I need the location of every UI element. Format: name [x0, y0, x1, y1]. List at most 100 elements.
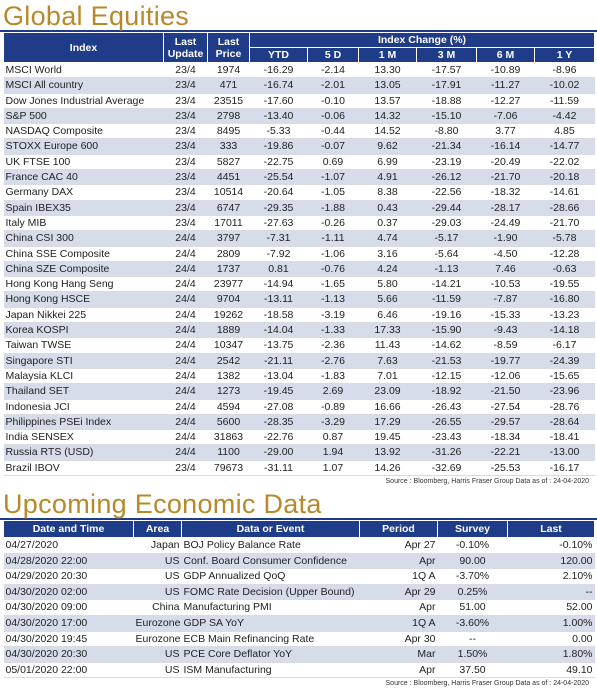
- change-6m-cell: -10.89: [476, 62, 535, 79]
- index-name-cell: Germany DAX: [3, 184, 164, 201]
- change-6m-cell: -4.50: [476, 246, 535, 262]
- last-price-cell: 19262: [207, 307, 250, 324]
- last-price-cell: 23977: [207, 276, 250, 293]
- change-6m-cell: -12.06: [476, 368, 535, 385]
- change-6m-cell: 7.46: [476, 261, 535, 278]
- change-6m-cell: -21.50: [476, 383, 535, 400]
- table-row: MSCI All country 23/4 471 -16.74 -2.01 13.05-…: [3, 77, 595, 94]
- table-row: 04/30/2020 02:00 US FOMC Rate Decision (Up…: [3, 584, 595, 601]
- change-5d-cell: -0.89: [307, 399, 359, 415]
- ytd-cell: -29.35: [249, 200, 308, 216]
- ytd-cell: -19.86: [249, 138, 308, 155]
- ytd-cell: -5.33: [249, 123, 308, 140]
- ytd-cell: -17.60: [249, 93, 308, 109]
- change-1m-cell: 11.43: [358, 337, 417, 354]
- change-1m-cell: 7.01: [358, 368, 417, 385]
- change-1y-cell: -22.02: [534, 154, 595, 171]
- last-cell: -0.10%: [507, 537, 595, 554]
- survey-cell: 51.00: [437, 599, 508, 616]
- change-1y-cell: -13.00: [534, 444, 595, 461]
- last-price-cell: 333: [207, 138, 250, 155]
- survey-cell: 37.50: [437, 662, 508, 679]
- change-1y-cell: -8.96: [534, 62, 595, 79]
- table-row: Russia RTS (USD) 24/4 1100 -29.00 1.94 13.92-…: [3, 444, 595, 461]
- table-row: China CSI 300 24/4 3797 -7.31 -1.11 4.74 -5.17…: [3, 230, 595, 247]
- period-cell: 1Q A: [359, 568, 438, 585]
- change-3m-cell: -23.19: [416, 154, 477, 171]
- change-6m-cell: -24.49: [476, 215, 535, 232]
- table-row: Hong Kong HSCE 24/4 9704 -13.11 -1.13 5.66 -11…: [3, 291, 595, 308]
- table-row: STOXX Europe 600 23/4 333 -19.86 -0.07 9.62 -2…: [3, 138, 595, 155]
- global-equities-section: Global Equities Index Last Update Last P…: [0, 1, 597, 485]
- change-5d-cell: -1.13: [307, 291, 359, 308]
- ytd-cell: -27.08: [249, 399, 308, 415]
- header-area: Area: [133, 520, 182, 539]
- index-name-cell: China SZE Composite: [3, 261, 164, 278]
- last-cell: 52.00: [507, 599, 595, 616]
- change-3m-cell: -26.43: [416, 399, 477, 415]
- datetime-cell: 04/30/2020 17:00: [3, 615, 134, 632]
- change-1m-cell: 0.37: [358, 215, 417, 232]
- datetime-cell: 04/29/2020 20:30: [3, 568, 134, 585]
- last-price-cell: 8495: [207, 123, 250, 140]
- change-3m-cell: -26.12: [416, 169, 477, 186]
- change-3m-cell: -19.16: [416, 307, 477, 324]
- last-price-cell: 6747: [207, 200, 250, 216]
- event-cell: FOMC Rate Decision (Upper Bound): [181, 584, 360, 601]
- change-3m-cell: -12.15: [416, 368, 477, 385]
- index-name-cell: France CAC 40: [3, 169, 164, 186]
- change-1y-cell: -11.59: [534, 93, 595, 109]
- change-1y-cell: -14.77: [534, 138, 595, 155]
- change-1m-cell: 5.80: [358, 276, 417, 293]
- change-5d-cell: 2.69: [307, 383, 359, 400]
- table-row: 04/27/2020 Japan BOJ Policy Balance Rate Ap…: [3, 537, 595, 554]
- header-1y: 1 Y: [534, 47, 595, 63]
- change-6m-cell: -7.87: [476, 291, 535, 308]
- change-1y-cell: -28.76: [534, 399, 595, 415]
- change-1m-cell: 9.62: [358, 138, 417, 155]
- change-3m-cell: -23.43: [416, 429, 477, 446]
- change-1y-cell: 4.85: [534, 123, 595, 140]
- header-index-change: Index Change (%): [249, 32, 595, 48]
- index-name-cell: MSCI World: [3, 62, 164, 79]
- change-5d-cell: -2.01: [307, 77, 359, 94]
- ytd-cell: -13.04: [249, 368, 308, 385]
- last-update-cell: 23/4: [163, 123, 208, 140]
- change-1m-cell: 16.66: [358, 399, 417, 415]
- last-update-cell: 24/4: [163, 429, 208, 446]
- ytd-cell: -14.04: [249, 322, 308, 339]
- change-1y-cell: -23.96: [534, 383, 595, 400]
- area-cell: US: [133, 553, 182, 570]
- event-cell: Conf. Board Consumer Confidence: [181, 553, 360, 570]
- table-row: Philippines PSEi Index 24/4 5600 -28.35 -3.2…: [3, 414, 595, 431]
- economic-source: Source : Bloomberg, Harris Fraser Group …: [385, 680, 589, 688]
- change-5d-cell: -0.10: [307, 93, 359, 109]
- table-row: India SENSEX 24/4 31863 -22.76 0.87 19.45 -23.…: [3, 429, 595, 446]
- table-row: 04/30/2020 20:30 US PCE Core Deflator YoY M…: [3, 646, 595, 663]
- index-name-cell: Taiwan TWSE: [3, 337, 164, 354]
- event-cell: Manufacturing PMI: [181, 599, 360, 616]
- change-3m-cell: -14.21: [416, 276, 477, 293]
- header-6m: 6 M: [476, 47, 535, 63]
- ytd-cell: -13.40: [249, 108, 308, 125]
- change-1y-cell: -12.28: [534, 246, 595, 262]
- period-cell: Apr: [359, 553, 438, 570]
- change-3m-cell: -5.64: [416, 246, 477, 262]
- ytd-cell: -16.29: [249, 62, 308, 79]
- table-row: 04/30/2020 09:00 China Manufacturing PMI Ap…: [3, 599, 595, 616]
- last-update-cell: 23/4: [163, 62, 208, 79]
- index-name-cell: S&P 500: [3, 108, 164, 125]
- area-cell: US: [133, 568, 182, 585]
- last-update-cell: 23/4: [163, 169, 208, 186]
- last-update-cell: 23/4: [163, 77, 208, 94]
- last-price-cell: 3797: [207, 230, 250, 247]
- header-survey: Survey: [437, 520, 508, 539]
- index-name-cell: China CSI 300: [3, 230, 164, 247]
- change-6m-cell: -15.33: [476, 307, 535, 324]
- index-name-cell: Japan Nikkei 225: [3, 307, 164, 324]
- change-6m-cell: -10.53: [476, 276, 535, 293]
- table-row: NASDAQ Composite 23/4 8495 -5.33 -0.44 14.52-…: [3, 123, 595, 140]
- change-5d-cell: -2.36: [307, 337, 359, 354]
- last-update-cell: 24/4: [163, 276, 208, 293]
- last-price-cell: 5600: [207, 414, 250, 431]
